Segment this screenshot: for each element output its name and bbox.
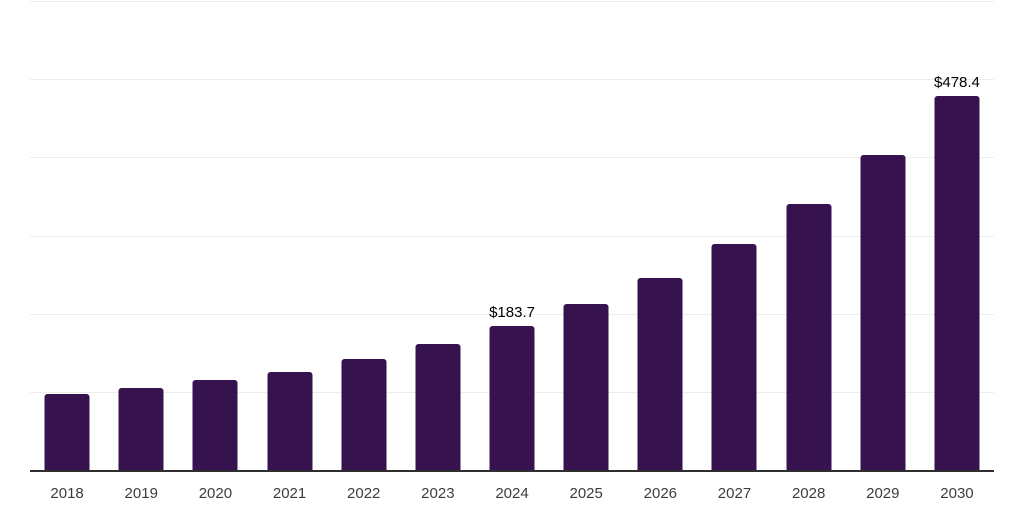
bar-2026 [637,277,683,470]
x-tick-2024: 2024 [495,485,529,502]
x-axis-tick-labels: 2018 2019 2020 2021 2022 2023 2024 2025 2026 2027… [30,484,994,504]
x-tick-2029: 2029 [866,485,900,502]
bar-2029 [860,154,906,470]
gridline-200 [30,313,994,315]
bar-2023 [415,344,461,470]
gridline-500 [30,79,994,81]
gridline-300 [30,235,994,237]
bar-slot-2021 [252,1,326,470]
x-tick-2027: 2027 [717,485,752,502]
bar-slot-2022 [327,1,401,470]
bar-slot-2029 [846,1,920,470]
bar-slot-2020 [178,1,252,470]
x-tick-2028: 2028 [791,485,826,502]
bar-slot-2030: $478.4 [920,1,994,470]
x-axis-line [30,470,994,472]
bar-slot-2025 [549,1,623,470]
bar-slot-2026 [623,1,697,470]
bar-2020 [192,380,238,470]
bar-slot-2018 [30,1,104,470]
bar-slot-2019 [104,1,178,470]
plot-area: $183.7 $478.4 [30,1,994,472]
x-tick-2030: 2030 [940,485,974,502]
x-tick-2023: 2023 [421,485,455,502]
bar-2019 [118,388,164,470]
bar-2027 [711,244,757,470]
gridline-400 [30,157,994,159]
bar-2018 [44,394,90,470]
bar-series: $183.7 $478.4 [30,1,994,470]
x-tick-2026: 2026 [643,485,678,502]
x-tick-2020: 2020 [198,485,233,502]
value-label-2024: $183.7 [489,304,535,322]
bar-2024 [489,326,535,470]
value-label-2030: $478.4 [934,74,980,92]
x-tick-2025: 2025 [569,485,603,502]
bar-slot-2024: $183.7 [475,1,549,470]
x-tick-2021: 2021 [272,485,307,502]
bar-slot-2028 [772,1,846,470]
bar-2025 [563,304,609,470]
gridline-600 [30,1,994,2]
bar-2021 [267,371,313,470]
bar-2022 [341,359,387,470]
x-tick-2019: 2019 [124,485,158,502]
bar-slot-2023 [401,1,475,470]
bar-2030 [934,96,980,470]
bar-2028 [786,204,832,470]
x-tick-2018: 2018 [50,485,84,502]
x-tick-2022: 2022 [347,485,381,502]
bar-slot-2027 [697,1,771,470]
